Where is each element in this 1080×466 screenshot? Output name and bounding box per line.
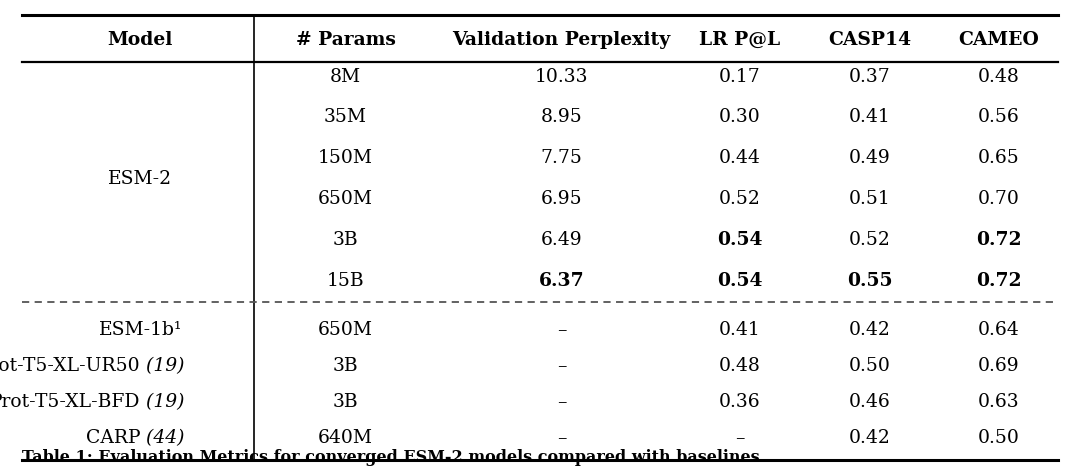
Text: 0.42: 0.42 (849, 429, 890, 447)
Text: 3B: 3B (333, 357, 359, 375)
Text: Model: Model (108, 31, 173, 48)
Text: –: – (557, 429, 566, 447)
Text: 0.69: 0.69 (978, 357, 1020, 375)
Text: 0.46: 0.46 (849, 393, 890, 411)
Text: (19): (19) (140, 393, 185, 411)
Text: LR P@L: LR P@L (699, 31, 781, 48)
Text: –: – (735, 429, 744, 447)
Text: 35M: 35M (324, 109, 367, 126)
Text: –: – (557, 321, 566, 339)
Text: 0.41: 0.41 (849, 109, 890, 126)
Text: 0.17: 0.17 (719, 68, 760, 86)
Text: (44): (44) (140, 429, 185, 447)
Text: 8M: 8M (330, 68, 361, 86)
Text: 150M: 150M (319, 150, 373, 167)
Text: 0.41: 0.41 (719, 321, 760, 339)
Text: Prot-T5-XL-UR50: Prot-T5-XL-UR50 (0, 357, 140, 375)
Text: 0.63: 0.63 (978, 393, 1020, 411)
Text: 650M: 650M (319, 191, 373, 208)
Text: 0.70: 0.70 (978, 191, 1020, 208)
Text: 0.54: 0.54 (717, 273, 762, 290)
Text: 650M: 650M (319, 321, 373, 339)
Text: 0.44: 0.44 (719, 150, 760, 167)
Text: 15B: 15B (327, 273, 364, 290)
Text: 6.95: 6.95 (541, 191, 582, 208)
Text: 0.30: 0.30 (719, 109, 760, 126)
Text: Prot-T5-XL-BFD: Prot-T5-XL-BFD (0, 393, 140, 411)
Text: 3B: 3B (333, 393, 359, 411)
Text: 0.36: 0.36 (719, 393, 760, 411)
Text: 10.33: 10.33 (535, 68, 589, 86)
Text: CARP: CARP (86, 429, 140, 447)
Text: # Params: # Params (296, 31, 395, 48)
Text: –: – (557, 357, 566, 375)
Text: 0.64: 0.64 (978, 321, 1020, 339)
Text: 0.49: 0.49 (849, 150, 890, 167)
Text: 8.95: 8.95 (541, 109, 582, 126)
Text: 0.50: 0.50 (849, 357, 890, 375)
Text: 0.48: 0.48 (978, 68, 1020, 86)
Text: 0.56: 0.56 (978, 109, 1020, 126)
Text: Table 1: Evaluation Metrics for converged ESM-2 models compared with baselines.: Table 1: Evaluation Metrics for converge… (22, 449, 765, 466)
Text: 0.52: 0.52 (719, 191, 760, 208)
Text: CASP14: CASP14 (828, 31, 910, 48)
Text: Validation Perplexity: Validation Perplexity (453, 31, 671, 48)
Text: 0.51: 0.51 (849, 191, 890, 208)
Text: 0.65: 0.65 (978, 150, 1020, 167)
Text: 3B: 3B (333, 232, 359, 249)
Text: ESM-2: ESM-2 (108, 170, 173, 188)
Text: –: – (557, 393, 566, 411)
Text: CAMEO: CAMEO (959, 31, 1039, 48)
Text: 0.72: 0.72 (976, 273, 1022, 290)
Text: 0.55: 0.55 (847, 273, 892, 290)
Text: 0.54: 0.54 (717, 232, 762, 249)
Text: 0.48: 0.48 (719, 357, 760, 375)
Text: 0.42: 0.42 (849, 321, 890, 339)
Text: 640M: 640M (319, 429, 373, 447)
Text: 6.37: 6.37 (539, 273, 584, 290)
Text: (19): (19) (140, 357, 185, 375)
Text: 0.72: 0.72 (976, 232, 1022, 249)
Text: 0.37: 0.37 (849, 68, 890, 86)
Text: 7.75: 7.75 (541, 150, 582, 167)
Text: ESM-1b¹: ESM-1b¹ (98, 321, 183, 339)
Text: 0.50: 0.50 (978, 429, 1020, 447)
Text: 6.49: 6.49 (541, 232, 582, 249)
Text: 0.52: 0.52 (849, 232, 890, 249)
